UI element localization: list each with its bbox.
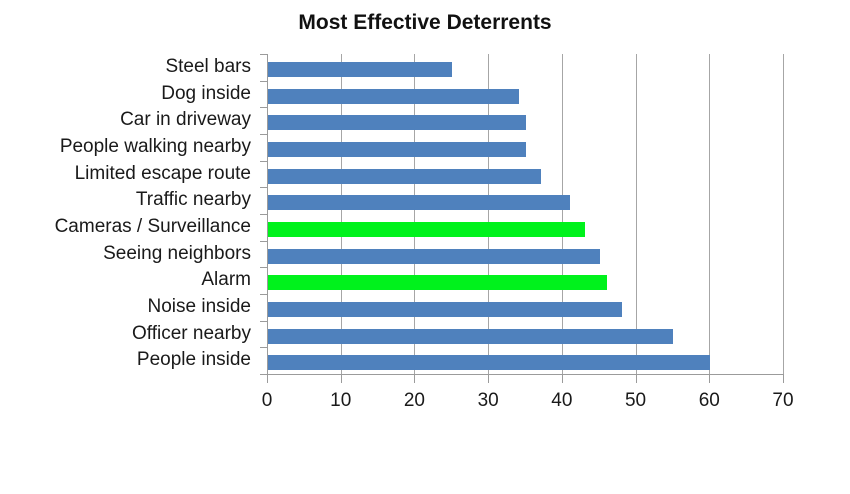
y-axis-tick-mark: [260, 294, 267, 295]
x-tick-label-10: 10: [330, 390, 352, 411]
x-axis-tick-mark-10: [340, 375, 342, 383]
x-axis-tick-mark-0: [267, 375, 268, 383]
y-axis-tick-mark: [260, 347, 267, 349]
bar-cameras-surveillance: [268, 222, 585, 237]
category-label-cameras-surveillance: Cameras / Surveillance: [54, 216, 251, 237]
plot-area: [267, 54, 784, 375]
y-axis-tick-mark: [260, 240, 267, 242]
gridline-10: [340, 54, 342, 374]
gridline-20: [414, 54, 416, 374]
gridline-30: [488, 54, 490, 374]
y-axis-tick-mark: [260, 214, 267, 215]
bar-steel-bars: [268, 62, 453, 77]
category-label-officer-nearby: Officer nearby: [132, 322, 251, 344]
category-label-traffic-nearby: Traffic nearby: [135, 189, 251, 211]
bar-people-walking-nearby: [268, 142, 526, 157]
x-axis-tick-mark-70: [783, 375, 784, 383]
y-axis-tick-mark: [260, 160, 267, 162]
y-axis-tick-mark: [260, 267, 267, 269]
category-label-people-inside: People inside: [136, 349, 251, 371]
x-tick-label-60: 60: [698, 390, 720, 411]
bar-alarm: [268, 275, 608, 291]
y-axis-tick-mark: [260, 374, 267, 375]
y-axis-tick-mark: [260, 134, 267, 135]
chart-title: Most Effective Deterrents: [298, 11, 552, 34]
category-label-car-in-driveway: Car in driveway: [120, 109, 251, 131]
x-tick-label-70: 70: [772, 390, 794, 411]
category-label-steel-bars: Steel bars: [165, 56, 251, 77]
bar-people-inside: [268, 355, 711, 371]
x-tick-label-20: 20: [403, 390, 425, 411]
category-label-seeing-neighbors: Seeing neighbors: [103, 242, 251, 264]
y-axis-tick-mark: [260, 187, 267, 189]
gridline-40: [561, 54, 563, 374]
x-tick-label-30: 30: [477, 390, 499, 411]
x-axis-tick-mark-20: [414, 375, 416, 383]
category-label-people-walking-nearby: People walking nearby: [59, 136, 251, 157]
gridline-70: [783, 54, 784, 374]
y-axis-tick-mark: [260, 80, 267, 82]
gridline-60: [709, 54, 711, 374]
bar-car-in-driveway: [268, 115, 526, 131]
y-axis-tick-mark: [260, 320, 267, 322]
y-axis-tick-mark: [260, 54, 267, 55]
bar-officer-nearby: [268, 328, 674, 344]
x-tick-label-50: 50: [624, 390, 647, 411]
category-label-dog-inside: Dog inside: [161, 82, 251, 104]
x-axis-tick-mark-30: [488, 375, 490, 383]
x-tick-label-40: 40: [551, 390, 573, 411]
y-axis-tick-mark: [260, 107, 267, 109]
category-label-noise-inside: Noise inside: [147, 296, 252, 317]
gridline-50: [635, 54, 637, 374]
bar-noise-inside: [268, 302, 622, 317]
category-label-alarm: Alarm: [201, 269, 251, 291]
x-axis-tick-mark-50: [635, 375, 637, 383]
bar-dog-inside: [268, 88, 519, 104]
bar-limited-escape-route: [268, 168, 541, 184]
x-axis-tick-mark-40: [561, 375, 563, 383]
x-tick-label-0: 0: [261, 390, 273, 411]
category-label-limited-escape-route: Limited escape route: [74, 162, 251, 184]
x-axis-tick-mark-60: [709, 375, 711, 383]
bar-traffic-nearby: [268, 195, 571, 211]
bar-seeing-neighbors: [268, 248, 600, 264]
